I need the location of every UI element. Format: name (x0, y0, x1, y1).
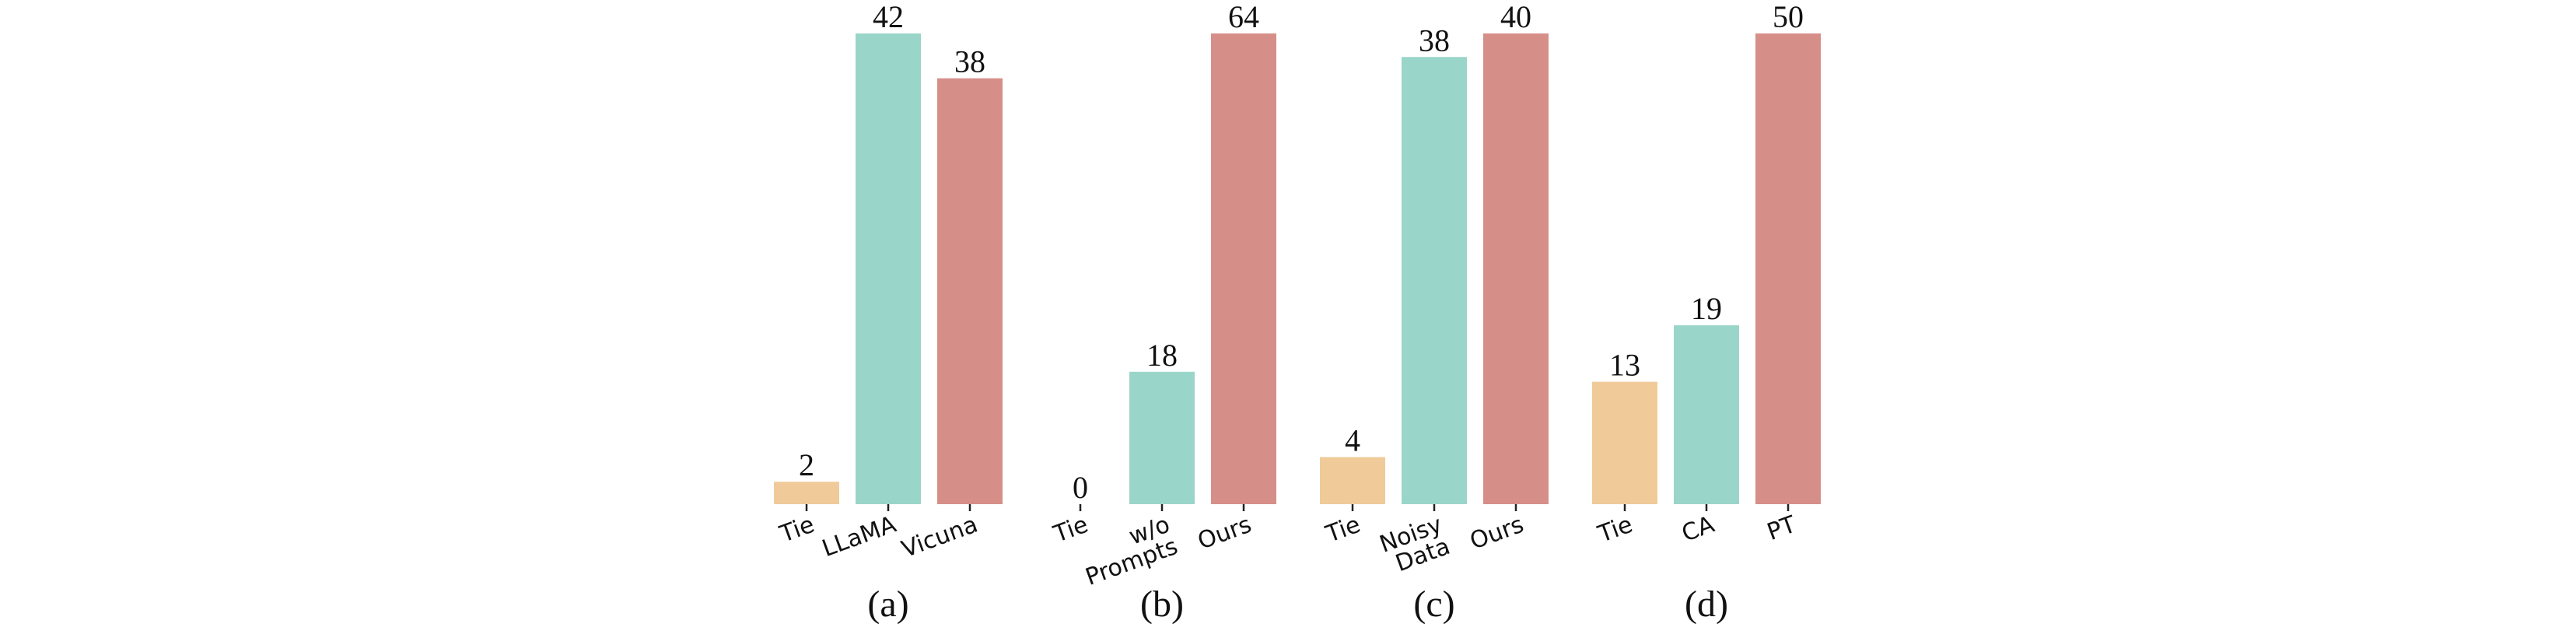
bar-value-label: 19 (1691, 291, 1722, 326)
chart-panel: 13 Tie 19 CA 50 PT (d) (1592, 0, 1821, 625)
bar-value-label: 4 (1345, 423, 1360, 458)
chart-bar (1674, 325, 1739, 504)
chart-bar (1592, 381, 1657, 504)
bar-value-label: 38 (954, 44, 985, 79)
chart-bar (856, 33, 921, 504)
x-tick-label: Tie (1321, 511, 1363, 549)
chart-panel: 2 Tie 42 LLaMA 38 Vicuna (a) (774, 0, 1003, 625)
chart-panel: 0 Tie 18 w/oPrompts 64 Ours(b) (1049, 0, 1276, 625)
chart-bar (1402, 57, 1467, 504)
bar-value-label: 38 (1419, 23, 1450, 58)
bar-value-label: 18 (1146, 338, 1178, 373)
x-tick-label: Tie (775, 511, 817, 549)
chart-bar (1129, 371, 1195, 504)
chart-bar (1483, 33, 1549, 504)
bar-value-label: 40 (1500, 0, 1531, 34)
bar-value-label: 42 (873, 0, 904, 34)
chart-bar (937, 78, 1003, 505)
chart-panel: 4 Tie 38 NoisyData 40 Ours (c) (1320, 0, 1549, 625)
chart-bar (1320, 457, 1385, 504)
bar-value-label: 64 (1228, 0, 1259, 34)
bar-value-label: 50 (1773, 0, 1804, 34)
panel-label: (d) (1685, 584, 1728, 625)
x-tick-label: Tie (1049, 511, 1091, 549)
panel-label: (a) (867, 584, 908, 625)
chart-bar (774, 482, 839, 504)
x-tick-label: NoisyData (1376, 511, 1454, 580)
x-tick-label: Tie (1594, 511, 1636, 549)
panel-label: (c) (1413, 584, 1454, 625)
x-tick-label: PT (1764, 510, 1801, 546)
x-tick-label: LLaMA (818, 510, 900, 563)
chart-bar (1755, 33, 1821, 504)
x-tick-label: CA (1678, 510, 1718, 547)
bar-value-label: 2 (799, 447, 814, 482)
x-tick-label: w/oPrompts (1074, 511, 1181, 591)
x-tick-label: Ours (1466, 511, 1527, 556)
bar-value-label: 13 (1609, 348, 1640, 383)
x-tick-label: Ours (1194, 511, 1255, 556)
x-tick-label: Vicuna (898, 511, 982, 563)
chart-bar (1211, 33, 1276, 504)
panel-label: (b) (1140, 584, 1184, 625)
bar-value-label: 0 (1073, 470, 1088, 505)
